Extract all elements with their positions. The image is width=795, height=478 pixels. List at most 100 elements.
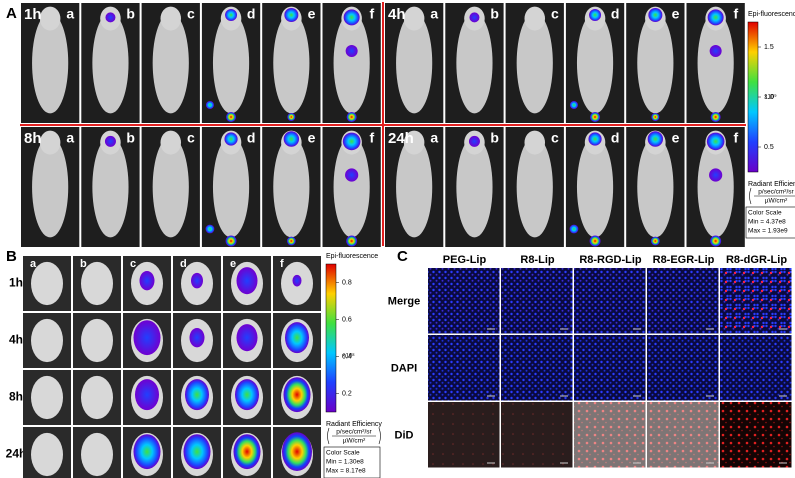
time-label: 8h	[9, 390, 23, 404]
group-label: b	[80, 258, 87, 270]
signal	[707, 9, 724, 26]
micrograph	[428, 402, 500, 468]
mouse	[212, 136, 250, 238]
tick-label: 0.8	[342, 279, 352, 286]
quantity: Radiant Efficiency	[748, 181, 795, 188]
column-header: R8-dGR-Lip	[726, 254, 787, 266]
mouse	[576, 136, 614, 238]
signal	[468, 135, 480, 147]
group-label: c	[187, 130, 195, 146]
group-label: f	[280, 258, 284, 270]
micrograph	[720, 402, 792, 468]
colorbar	[325, 263, 337, 413]
micrograph	[574, 335, 646, 401]
tick-label: 0.2	[342, 390, 352, 397]
signal	[343, 9, 360, 26]
brain	[31, 375, 63, 420]
group-label: b	[490, 6, 499, 22]
brain	[81, 375, 113, 420]
signal	[283, 131, 300, 147]
group-label: a	[66, 130, 74, 146]
group-label: c	[551, 130, 559, 146]
scale-box	[323, 446, 381, 478]
brain	[81, 261, 113, 306]
panel-label: B	[6, 248, 17, 265]
group-label: c	[187, 6, 195, 22]
group-label: c	[130, 258, 136, 270]
signal	[651, 113, 660, 121]
time-label: 1h	[24, 6, 42, 23]
mouse	[396, 12, 433, 114]
signal	[236, 324, 258, 352]
group-label: e	[672, 130, 680, 146]
group-label: d	[611, 6, 620, 22]
signal	[709, 168, 723, 182]
brain	[81, 318, 113, 363]
group-label: e	[308, 130, 316, 146]
group-label: a	[30, 258, 37, 270]
group-label: d	[180, 258, 187, 270]
signal	[650, 236, 660, 246]
mouse	[637, 136, 674, 238]
micrograph	[574, 402, 646, 468]
mouse	[697, 136, 734, 238]
time-label: 24h	[6, 447, 27, 461]
unit: p/sec/cm²/sr	[758, 189, 794, 196]
signal	[590, 112, 601, 122]
row-label: DAPI	[391, 362, 417, 374]
tick-label: 0.6	[342, 316, 352, 323]
bracket	[749, 187, 752, 205]
signal	[224, 132, 238, 146]
signal	[133, 320, 161, 356]
multiplier: ×10⁹	[764, 94, 777, 101]
signal	[205, 101, 214, 109]
signal	[104, 135, 116, 147]
signal	[292, 274, 302, 287]
mouse	[32, 136, 69, 238]
group-label: f	[733, 6, 738, 22]
signal	[282, 432, 312, 472]
micrograph	[647, 268, 719, 334]
unit: p/sec/cm²/sr	[336, 429, 372, 436]
brain	[31, 432, 63, 477]
mouse	[333, 12, 370, 114]
panel-b: 1h a b c d e f 4h 8h 24h Epi-fluorescence 0.8 0.6 0.4…	[6, 253, 382, 478]
micrograph	[720, 335, 792, 401]
tick-label: 1.0	[764, 94, 774, 101]
micrograph	[501, 335, 573, 401]
row-label: Merge	[388, 295, 420, 307]
mouse-head	[160, 6, 182, 31]
time-label: 4h	[9, 333, 23, 347]
micrograph	[501, 402, 573, 468]
signal	[345, 45, 358, 57]
mouse	[516, 136, 553, 238]
panel-label: A	[6, 5, 17, 22]
group-label: e	[672, 6, 680, 22]
quantity: Radiant Efficiency	[326, 421, 382, 428]
signal	[648, 8, 663, 22]
column-header: PEG-Lip	[443, 254, 487, 266]
group-label: a	[66, 6, 74, 22]
signal	[569, 101, 578, 109]
colorbar-title: Epi-fluorescence	[748, 11, 795, 18]
mouse	[273, 12, 310, 114]
mouse	[212, 12, 250, 114]
micrograph	[574, 268, 646, 334]
scale-min: Min = 4.37e8	[748, 219, 786, 226]
group-label: f	[733, 130, 738, 146]
signal	[709, 45, 722, 57]
scale-min: Min = 1.30e8	[326, 459, 364, 466]
colorbar	[747, 21, 759, 173]
mouse-head	[39, 6, 61, 31]
group-label: f	[369, 130, 374, 146]
signal	[191, 272, 203, 289]
mouse	[697, 12, 734, 114]
panel-a: a b c d e f 1h a b c d e f 4h a b c d e f 8h a b c d e f 24h Epi-flu…	[20, 2, 795, 247]
scale-title: Color Scale	[326, 450, 360, 457]
mouse	[152, 136, 189, 238]
group-label: a	[430, 6, 438, 22]
mouse-head	[403, 130, 425, 155]
signal	[133, 434, 161, 470]
micrograph	[720, 268, 792, 334]
